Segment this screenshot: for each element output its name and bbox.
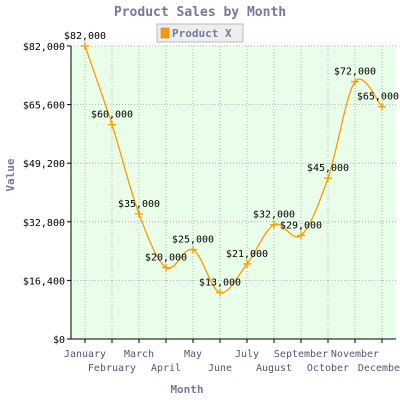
- data-label: $65,000: [357, 92, 399, 103]
- data-point: [189, 245, 197, 254]
- data-label: $20,000: [145, 253, 187, 264]
- data-point: [108, 120, 116, 129]
- grid-lines: [71, 45, 396, 340]
- data-point: [162, 263, 170, 272]
- x-tick-label: February: [88, 363, 136, 374]
- x-tick-label: November: [331, 349, 379, 360]
- data-point: [324, 174, 332, 183]
- x-tick-label: October: [307, 363, 349, 374]
- legend-box: [156, 23, 244, 43]
- legend-swatch: [160, 27, 170, 39]
- y-tick-label: $16,400: [23, 276, 65, 287]
- data-label: $82,000: [64, 31, 106, 42]
- data-point: [135, 209, 143, 218]
- x-tick-label: May: [184, 349, 202, 360]
- data-label: $35,000: [118, 199, 160, 210]
- y-tick-label: $49,200: [23, 159, 65, 170]
- legend: Product X: [156, 23, 244, 43]
- y-tick-label: $65,600: [23, 101, 65, 112]
- data-point: [243, 259, 251, 268]
- x-tick-label: April: [151, 363, 181, 374]
- data-label: $29,000: [280, 220, 322, 231]
- data-point: [351, 77, 359, 86]
- data-point: [270, 220, 278, 229]
- data-point: [216, 288, 224, 297]
- data-labels: $82,000 $60,000 $35,000 $20,000 $25,000 $13,0…: [64, 31, 399, 289]
- x-tick-label: December: [358, 363, 400, 374]
- y-axis-title: Value: [4, 158, 17, 191]
- x-axis-title: Month: [170, 383, 203, 396]
- x-tick-label: July: [235, 349, 259, 360]
- data-point: [81, 42, 89, 50]
- y-tick-label: $32,800: [23, 218, 65, 229]
- data-label: $60,000: [91, 110, 133, 121]
- y-axis-ticks: $0 $16,400 $32,800 $49,200 $65,600 $82,000: [23, 42, 71, 346]
- x-tick-label: September: [274, 349, 328, 360]
- plot-area: [71, 46, 396, 339]
- data-label: $72,000: [334, 67, 376, 78]
- x-tick-label: June: [208, 363, 232, 374]
- x-tick-label: August: [256, 363, 292, 374]
- data-label: $13,000: [199, 278, 241, 289]
- x-tick-label: March: [124, 349, 154, 360]
- data-label: $32,000: [253, 210, 295, 221]
- data-label: $25,000: [172, 235, 214, 246]
- data-label: $45,000: [307, 163, 349, 174]
- chart-title: Product Sales by Month: [114, 5, 286, 20]
- series-product-x: [81, 42, 386, 297]
- data-point: [378, 102, 386, 111]
- x-tick-label: January: [64, 349, 106, 360]
- axes: [70, 46, 396, 340]
- y-tick-label: $0: [53, 335, 65, 346]
- y-tick-label: $82,000: [23, 42, 65, 53]
- legend-label: Product X: [172, 27, 232, 40]
- data-label: $21,000: [226, 249, 268, 260]
- series-line: [84, 45, 383, 294]
- data-point: [297, 231, 305, 240]
